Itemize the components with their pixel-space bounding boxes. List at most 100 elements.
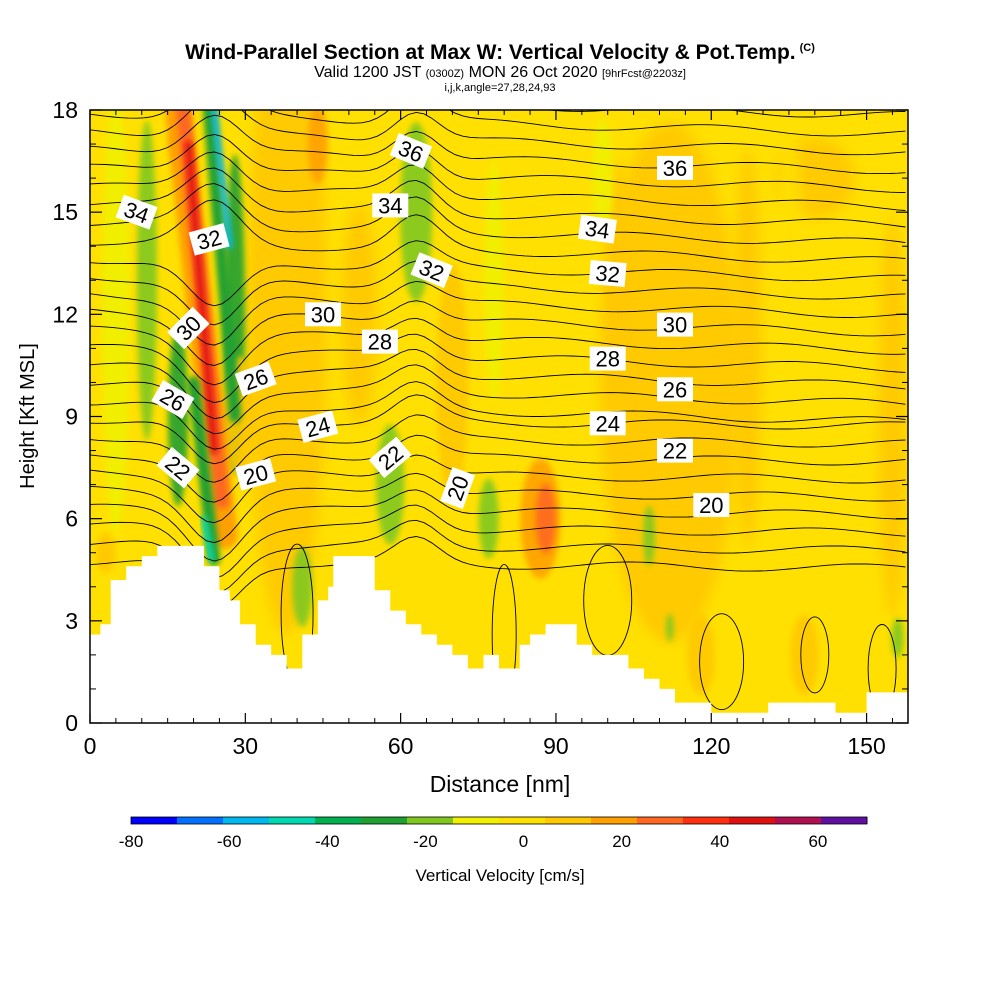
isentrope-line xyxy=(90,414,906,483)
isentrope-line xyxy=(544,110,906,118)
contour-label-box xyxy=(235,458,277,491)
contour-label-text: 30 xyxy=(311,302,335,327)
contour-label-box xyxy=(657,312,693,337)
colorbar-segment xyxy=(315,817,362,824)
velocity-patch-22 xyxy=(774,126,803,367)
velocity-patch-23 xyxy=(878,216,907,617)
contour-label: 28 xyxy=(361,329,398,355)
isentrope-line xyxy=(90,240,906,307)
downdraft-lower-core xyxy=(200,515,215,563)
isentrope-line xyxy=(90,183,906,244)
contour-label: 24 xyxy=(297,410,339,443)
contour-label-box xyxy=(588,259,627,288)
velocity-patch-21 xyxy=(733,148,762,549)
isentrope-line xyxy=(90,151,906,211)
isentrope-line xyxy=(90,18,905,79)
isentrope-line xyxy=(90,35,905,98)
contour-label: 28 xyxy=(589,346,626,372)
velocity-patch-9 xyxy=(307,110,328,185)
colorbar: -80 -60 -40 -20 0 20 40 60 xyxy=(119,816,868,851)
velocity-patch-25 xyxy=(790,614,819,695)
colorbar-tick-label: 0 xyxy=(519,832,528,851)
contour-label: 22 xyxy=(657,438,693,464)
terrain-fill xyxy=(90,545,908,723)
colorbar-tick-label: 60 xyxy=(808,832,827,851)
y-tick-label: 9 xyxy=(65,404,78,430)
colorbar-segment xyxy=(131,817,178,824)
contour-label: 32 xyxy=(588,259,627,288)
colorbar-tick-label: 20 xyxy=(612,832,631,851)
colorbar-tick-label: -40 xyxy=(315,832,340,851)
surface-contour-3 xyxy=(800,616,830,694)
contour-label-box xyxy=(589,346,626,371)
contour-label-box xyxy=(188,223,230,256)
contour-label-box xyxy=(167,306,210,350)
contour-label-box xyxy=(297,410,339,443)
chart-title: Wind-Parallel Section at Max W: Vertical… xyxy=(0,36,1000,65)
velocity-patch-14 xyxy=(483,160,504,401)
contour-label-box xyxy=(156,446,200,489)
contour-label-text: 22 xyxy=(663,439,687,464)
contour-label-box xyxy=(234,361,277,397)
colorbar-segment xyxy=(637,817,684,824)
title-unit: (C) xyxy=(799,42,815,54)
contour-label: 20 xyxy=(235,458,277,491)
y-axis-label: Height [Kft MSL] xyxy=(17,343,39,489)
x-tick-label: 30 xyxy=(233,733,259,759)
contour-label-box xyxy=(389,133,433,169)
contour-label-box xyxy=(361,329,398,354)
y-tick-label: 12 xyxy=(52,301,78,327)
isentrope-line xyxy=(90,280,906,346)
colorbar-frame xyxy=(130,816,868,825)
contour-label-box xyxy=(305,302,341,327)
velocity-patch-15 xyxy=(478,478,499,559)
valid-zulu: (0300Z) xyxy=(425,68,465,80)
contour-label-box xyxy=(440,466,476,510)
isentrope-line xyxy=(90,199,906,263)
contour-label-text: 32 xyxy=(594,260,621,287)
isentrope-line xyxy=(90,317,906,386)
colorbar-tick-label: 40 xyxy=(710,832,729,851)
surface-contour-2 xyxy=(699,613,745,711)
terrain xyxy=(90,545,908,723)
valid-time: Valid 1200 JST xyxy=(314,64,422,81)
x-tick-label: 120 xyxy=(692,733,730,759)
velocity-patch-13 xyxy=(436,262,469,503)
updraft-peak xyxy=(184,140,218,455)
isentrope-line xyxy=(90,381,906,450)
contour-label-box xyxy=(151,380,195,419)
isentrope-line xyxy=(90,167,906,228)
contour-label-box xyxy=(115,194,158,230)
colorbar-segment xyxy=(453,817,500,824)
colorbar-tick-label: -60 xyxy=(217,832,242,851)
colorbar-segment xyxy=(683,817,730,824)
contour-label: 30 xyxy=(305,302,341,327)
contour-label: 30 xyxy=(657,312,693,338)
downdraft-band xyxy=(203,110,241,423)
contour-label-box xyxy=(368,436,412,479)
contour-label-text: 28 xyxy=(595,347,619,372)
chart-title-block: Wind-Parallel Section at Max W: Vertical… xyxy=(0,36,1000,94)
contour-label-box xyxy=(657,155,693,180)
downdraft-core xyxy=(211,110,233,250)
isentrope-line xyxy=(90,364,906,435)
contour-label: 34 xyxy=(372,193,409,218)
contour-label: 36 xyxy=(657,155,693,181)
contour-label-box xyxy=(589,411,626,436)
contour-label-box xyxy=(657,377,693,402)
y-tick-label: 18 xyxy=(52,97,78,123)
x-tick-label: 0 xyxy=(84,733,97,759)
velocity-patch-4 xyxy=(136,120,157,441)
y-tick-label: 3 xyxy=(65,608,78,634)
isentrope-line xyxy=(90,110,906,156)
colorbar-segment xyxy=(821,817,868,824)
colorbar-segment xyxy=(407,817,454,824)
velocity-patch-1 xyxy=(246,110,327,635)
contour-label-box xyxy=(577,214,617,244)
isentrope-line xyxy=(90,3,905,62)
isentrope-line xyxy=(90,300,906,366)
colorbar-segment xyxy=(775,817,822,824)
